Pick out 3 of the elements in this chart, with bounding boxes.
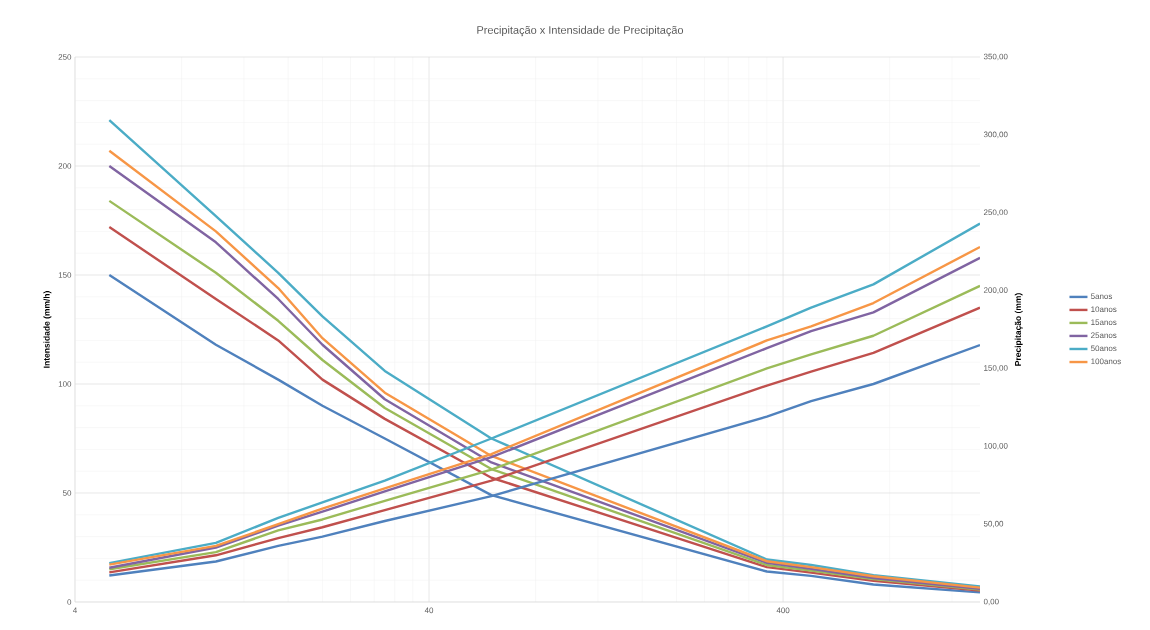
y2-axis-title: Precipitação (mm)	[1014, 293, 1023, 366]
y-axis-title: Intensidade (mm/h)	[43, 291, 52, 368]
chart-title: Precipitação x Intensidade de Precipitação	[477, 25, 684, 37]
